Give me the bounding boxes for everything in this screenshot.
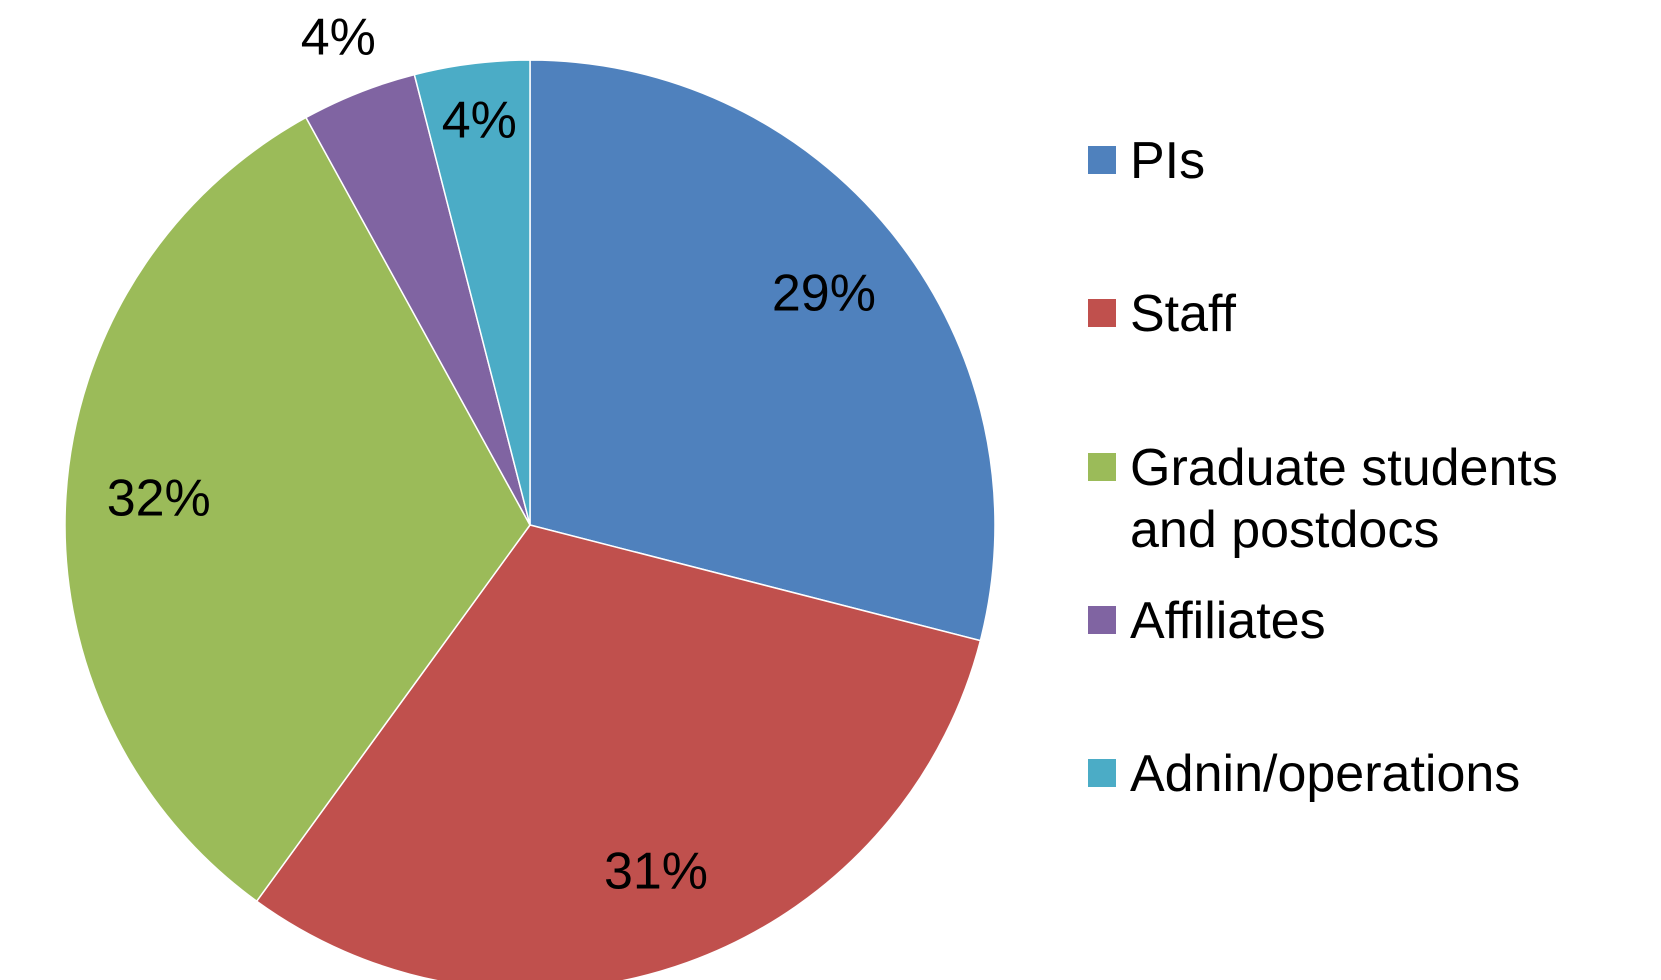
pie-slice xyxy=(529,59,996,642)
pie-slice xyxy=(255,524,982,980)
legend-label: Staff xyxy=(1130,285,1237,343)
data-label: 4% xyxy=(301,9,376,67)
legend-swatch xyxy=(1088,759,1116,787)
legend-label: Adnin/operations xyxy=(1130,745,1521,803)
legend-item: Graduate students and postdocs xyxy=(1088,437,1648,561)
legend-item: PIs xyxy=(1088,130,1648,192)
legend-swatch xyxy=(1088,606,1116,634)
pie-slice xyxy=(64,116,531,903)
legend-swatch xyxy=(1088,146,1116,174)
legend-item: Staff xyxy=(1088,283,1648,345)
data-label: 31% xyxy=(604,843,708,901)
legend-label: Graduate students and postdocs xyxy=(1130,439,1558,559)
legend-item: Affiliates xyxy=(1088,590,1648,652)
legend-label: PIs xyxy=(1130,132,1206,190)
legend-label: Affiliates xyxy=(1130,592,1326,650)
legend-swatch xyxy=(1088,299,1116,327)
legend-swatch xyxy=(1088,453,1116,481)
legend-item: Adnin/operations xyxy=(1088,743,1648,805)
pie-slice xyxy=(413,59,531,526)
data-label: 32% xyxy=(107,469,211,527)
data-label: 29% xyxy=(772,265,876,323)
data-label: 4% xyxy=(442,91,517,149)
